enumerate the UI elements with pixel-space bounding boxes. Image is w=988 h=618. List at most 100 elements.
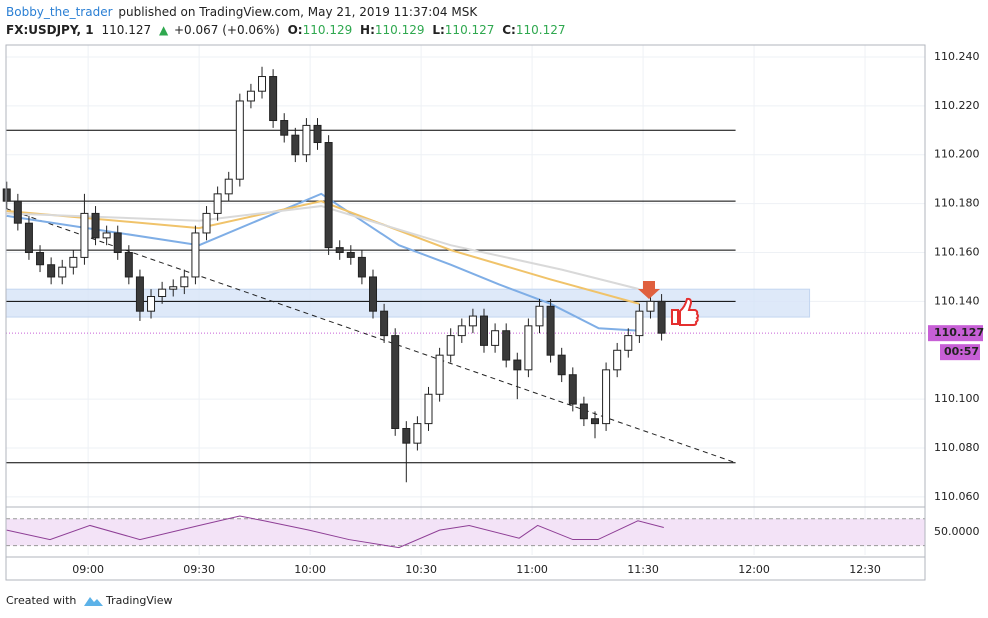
rsi-band-fill <box>6 518 925 546</box>
candle-body <box>402 427 411 444</box>
candle-body <box>602 369 611 425</box>
candle-body <box>424 393 433 425</box>
c-label: C: <box>502 23 516 37</box>
candle-body <box>413 423 422 444</box>
candle-body <box>213 193 222 214</box>
candle-body <box>58 266 67 278</box>
chart-border <box>5 44 926 581</box>
h-label: H: <box>360 23 375 37</box>
candle-body <box>357 256 366 278</box>
candle-body <box>191 232 200 278</box>
x-tick-label: 11:00 <box>516 563 548 576</box>
y-tick-label: 110.160 <box>934 246 980 259</box>
candle-body <box>224 178 233 195</box>
arrow-marker <box>638 281 660 299</box>
c-value: 110.127 <box>516 23 566 37</box>
l-label: L: <box>432 23 444 37</box>
candle-body <box>113 232 122 254</box>
o-value: 110.129 <box>303 23 353 37</box>
candle-body <box>491 330 500 346</box>
last: 110.127 <box>101 23 151 37</box>
y-tick-label: 110.220 <box>934 99 980 112</box>
candle-body <box>457 325 466 337</box>
candle-body <box>158 288 167 298</box>
price-tag <box>928 325 983 342</box>
price-tag-label: 110.127 <box>934 326 984 339</box>
candle-body <box>380 310 389 337</box>
y-tick-label: 110.060 <box>934 490 980 503</box>
change: +0.067 (+0.06%) <box>174 23 280 37</box>
o-label: O: <box>288 23 303 37</box>
candle-body <box>535 305 544 327</box>
symbol: FX:USDJPY, 1 <box>6 23 94 37</box>
candle-body <box>613 349 622 371</box>
candle-body <box>435 354 444 395</box>
candle-body <box>180 276 189 288</box>
candle-body <box>657 300 666 334</box>
candle-body <box>102 232 111 239</box>
arrow: ▲ <box>159 23 169 37</box>
candle-body <box>124 252 133 278</box>
rsi-line <box>6 515 664 549</box>
countdown-label: 00:57 <box>944 345 979 358</box>
x-tick-label: 10:00 <box>294 563 326 576</box>
h-value: 110.129 <box>375 23 425 37</box>
candle-body <box>47 264 56 278</box>
y-tick-label: 110.180 <box>934 197 980 210</box>
candle-body <box>468 315 477 327</box>
candle-body <box>590 418 599 425</box>
candle-body <box>546 305 555 356</box>
candle-body <box>346 252 355 258</box>
candle-body <box>624 335 633 351</box>
candle-body <box>36 252 45 266</box>
footer: Created with <box>6 594 76 607</box>
footer-created: Created with <box>6 594 76 607</box>
x-tick-label: 09:00 <box>72 563 104 576</box>
candle-body <box>147 296 156 312</box>
candle-body <box>635 310 644 337</box>
moving-average <box>6 192 640 332</box>
footer-brand[interactable]: TradingView <box>105 594 172 607</box>
candle-body <box>291 134 300 156</box>
candle-body <box>646 300 655 312</box>
thumbs-up-icon <box>671 297 699 326</box>
candle-body <box>280 120 289 136</box>
candle-body <box>479 315 488 346</box>
candle-body <box>369 276 378 312</box>
y-tick-label: 110.100 <box>934 392 980 405</box>
rsi-tick-label: 50.0000 <box>934 525 980 538</box>
candle-body <box>324 142 333 249</box>
candle-body <box>135 276 144 312</box>
candle-body <box>557 354 566 376</box>
chart: 09:00 09:30 10:00 10:30 11:00 11:30 12:00 12:30… <box>2 45 984 576</box>
published: published on TradingView.com, May 21, 20… <box>118 5 478 19</box>
candle-body <box>258 76 267 92</box>
candle-body <box>269 76 278 122</box>
tv-logo <box>84 597 103 606</box>
candle-body <box>91 212 100 239</box>
moving-average <box>6 205 640 291</box>
x-tick-label: 09:30 <box>183 563 215 576</box>
candle-body <box>69 256 78 268</box>
candle-body <box>579 403 588 420</box>
candle-body <box>502 330 511 361</box>
candle-body <box>13 200 22 224</box>
candle-body <box>568 374 577 405</box>
header-line-2: FX:USDJPY, 1 110.127 ▲ +0.067 (+0.06%) O… <box>6 23 565 37</box>
header-line-1: Bobby_the_trader published on TradingVie… <box>6 5 478 19</box>
candle-body <box>313 124 322 144</box>
x-tick-label: 12:30 <box>849 563 881 576</box>
candle-body <box>24 222 33 254</box>
candle-body <box>524 325 533 371</box>
candle-body <box>302 124 311 156</box>
y-tick-label: 110.140 <box>934 294 980 307</box>
candle-body <box>391 335 400 429</box>
x-tick-label: 11:30 <box>627 563 659 576</box>
candle-body <box>80 212 89 258</box>
y-tick-label: 110.080 <box>934 441 980 454</box>
candle-body <box>513 359 522 371</box>
x-tick-label: 10:30 <box>405 563 437 576</box>
candle-body <box>335 247 344 254</box>
author[interactable]: Bobby_the_trader <box>6 5 113 19</box>
candle-body <box>202 212 211 234</box>
